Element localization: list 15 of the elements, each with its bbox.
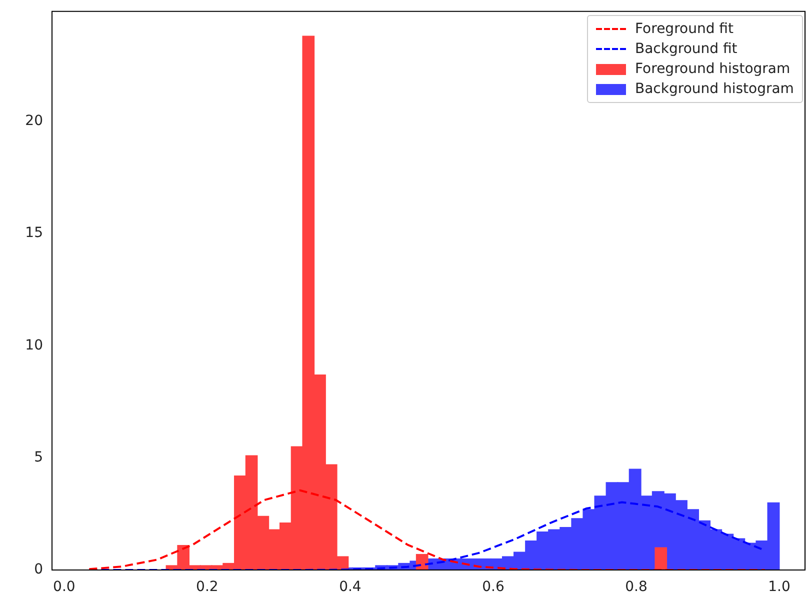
y-tick-label: 5 <box>34 449 43 466</box>
legend-label: Background fit <box>635 40 738 60</box>
legend-label: Background histogram <box>635 80 794 100</box>
x-tick-label: 0.2 <box>196 579 218 596</box>
x-tick-label: 0.8 <box>625 579 648 596</box>
y-tick-label: 20 <box>25 112 43 129</box>
x-tick-label: 0.0 <box>53 579 76 596</box>
y-tick-label: 10 <box>25 337 43 354</box>
x-tick-label: 1.0 <box>768 579 790 596</box>
x-tick-label: 0.6 <box>482 579 504 596</box>
y-tick-label: 0 <box>34 562 43 578</box>
y-tick-label: 15 <box>25 225 43 242</box>
legend-label: Foreground fit <box>635 20 734 40</box>
legend-label: Foreground histogram <box>635 60 790 80</box>
x-tick-label: 0.4 <box>339 579 362 596</box>
